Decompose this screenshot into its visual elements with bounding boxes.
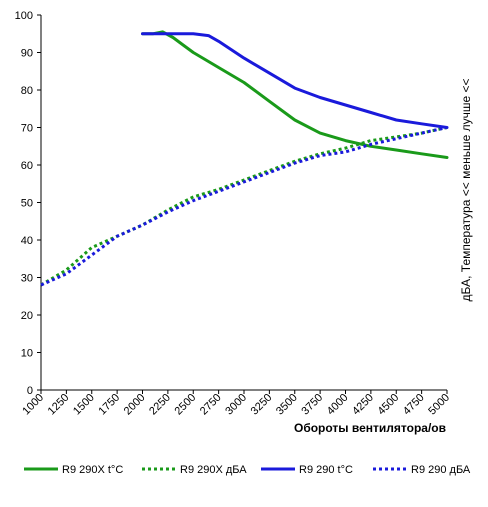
y-tick-label: 10: [21, 348, 33, 360]
legend-label-3: R9 290 t°C: [299, 464, 353, 476]
series-line-3: [141, 32, 449, 129]
x-axis-title: Обороты вентилятора/ов: [294, 421, 446, 435]
y-axis-title-right: дБА, Температура << меньше лучше <<: [459, 79, 473, 302]
x-tick-label: 4750: [401, 392, 427, 418]
y-tick-label: 20: [21, 310, 33, 322]
y-tick-label: 80: [21, 85, 33, 97]
x-tick-label: 1250: [46, 392, 72, 418]
y-tick-label: 0: [27, 385, 33, 397]
series-line-2: [40, 126, 448, 287]
x-tick-label: 2000: [122, 392, 148, 418]
x-tick-label: 4000: [325, 392, 351, 418]
legend-label-4: R9 290 дБА: [411, 464, 471, 476]
x-tick-label: 2500: [173, 392, 199, 418]
legend-label-2: R9 290X дБА: [180, 464, 247, 476]
x-tick-label: 3500: [274, 392, 300, 418]
x-tick-label: 4500: [376, 392, 402, 418]
y-tick-label: 30: [21, 273, 33, 285]
x-tick-label: 3000: [223, 392, 249, 418]
chart-legend: R9 290X t°C R9 290X дБА R9 290 t°C R9 290 д…: [24, 464, 471, 476]
series-layer: [40, 30, 449, 287]
chart-axes: 0 10 20 30 40 50 60 70 80 90 100 1000 1250 1500 1750 20…: [15, 10, 452, 417]
legend-label-1: R9 290X t°C: [62, 464, 123, 476]
x-tick-label: 1500: [71, 392, 97, 418]
x-tick-label: 3250: [249, 392, 275, 418]
y-tick-label: 90: [21, 48, 33, 60]
x-tick-label: 2250: [147, 392, 173, 418]
y-tick-label: 40: [21, 235, 33, 247]
x-tick-label: 3750: [299, 392, 325, 418]
x-tick-label: 1750: [96, 392, 122, 418]
y-tick-label: 100: [15, 10, 33, 22]
x-tick-label: 1000: [20, 392, 46, 418]
y-tick-label: 50: [21, 198, 33, 210]
series-line-4: [40, 126, 448, 287]
y-tick-label: 70: [21, 123, 33, 135]
y-tick-label: 60: [21, 160, 33, 172]
x-tick-label: 4250: [350, 392, 376, 418]
x-tick-label: 2750: [198, 392, 224, 418]
x-tick-label: 5000: [426, 392, 452, 418]
